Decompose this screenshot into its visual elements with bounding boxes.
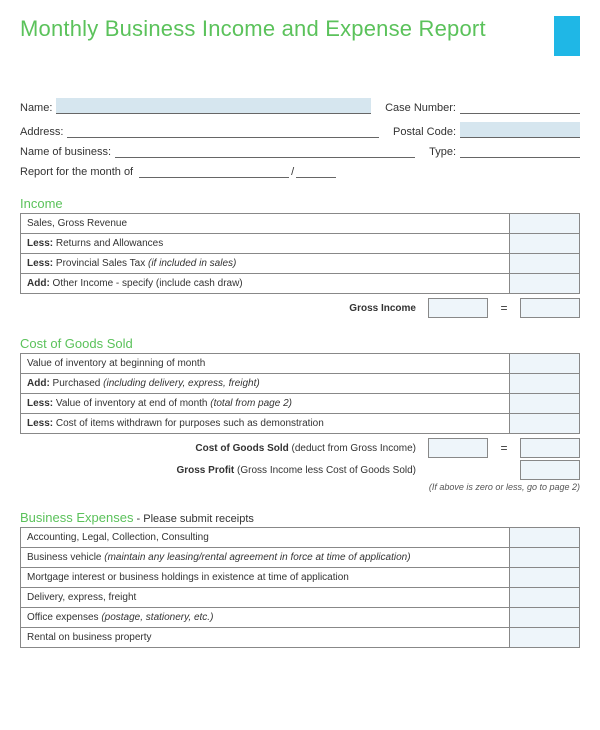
gross-income-label: Gross Income xyxy=(20,303,420,314)
postal-code-field[interactable] xyxy=(460,122,580,138)
business-name-label: Name of business: xyxy=(20,146,111,158)
table-row-label: Less: Value of inventory at end of month… xyxy=(21,394,510,414)
name-field[interactable] xyxy=(56,98,371,114)
name-label: Name: xyxy=(20,102,52,114)
gross-income-box-left[interactable] xyxy=(428,298,488,318)
report-month-field[interactable] xyxy=(139,166,289,178)
table-row-value[interactable] xyxy=(510,374,580,394)
table-row-label: Business vehicle (maintain any leasing/r… xyxy=(21,548,510,568)
cogs-box-right[interactable] xyxy=(520,438,580,458)
table-row-label: Less: Returns and Allowances xyxy=(21,234,510,254)
table-row-label: Delivery, express, freight xyxy=(21,588,510,608)
address-field[interactable] xyxy=(67,126,379,138)
table-row-label: Office expenses (postage, stationery, et… xyxy=(21,608,510,628)
cogs-footnote: (If above is zero or less, go to page 2) xyxy=(20,482,580,492)
table-row-value[interactable] xyxy=(510,234,580,254)
cogs-box-left[interactable] xyxy=(428,438,488,458)
table-row-label: Sales, Gross Revenue xyxy=(21,214,510,234)
equals-sign: = xyxy=(496,441,512,455)
table-row-label: Less: Provincial Sales Tax (if included … xyxy=(21,254,510,274)
table-row-label: Mortgage interest or business holdings i… xyxy=(21,568,510,588)
table-row-value[interactable] xyxy=(510,354,580,374)
cogs-table: Value of inventory at beginning of month… xyxy=(20,353,580,434)
table-row-value[interactable] xyxy=(510,254,580,274)
header-form: Name: Case Number: Address: Postal Code:… xyxy=(20,98,580,178)
table-row-value[interactable] xyxy=(510,274,580,294)
table-row-value[interactable] xyxy=(510,394,580,414)
date-separator: / xyxy=(291,166,294,178)
income-table: Sales, Gross RevenueLess: Returns and Al… xyxy=(20,213,580,294)
table-row-value[interactable] xyxy=(510,608,580,628)
cogs-sum-label: Cost of Goods Sold (deduct from Gross In… xyxy=(20,443,420,454)
type-label: Type: xyxy=(429,146,456,158)
postal-code-label: Postal Code: xyxy=(393,126,456,138)
report-month-label: Report for the month of xyxy=(20,166,133,178)
table-row-value[interactable] xyxy=(510,214,580,234)
table-row-label: Rental on business property xyxy=(21,628,510,648)
cogs-header: Cost of Goods Sold xyxy=(20,336,580,351)
table-row-label: Value of inventory at beginning of month xyxy=(21,354,510,374)
table-row-label: Add: Other Income - specify (include cas… xyxy=(21,274,510,294)
expenses-table: Accounting, Legal, Collection, Consultin… xyxy=(20,527,580,648)
equals-sign: = xyxy=(496,301,512,315)
table-row-value[interactable] xyxy=(510,628,580,648)
table-row-value[interactable] xyxy=(510,588,580,608)
page-title: Monthly Business Income and Expense Repo… xyxy=(20,16,486,42)
gross-income-box-right[interactable] xyxy=(520,298,580,318)
income-header: Income xyxy=(20,196,580,211)
expenses-header: Business Expenses - Please submit receip… xyxy=(20,510,580,525)
type-field[interactable] xyxy=(460,146,580,158)
accent-bar xyxy=(554,16,580,56)
table-row-value[interactable] xyxy=(510,548,580,568)
business-name-field[interactable] xyxy=(115,146,415,158)
table-row-label: Less: Cost of items withdrawn for purpos… xyxy=(21,414,510,434)
table-row-value[interactable] xyxy=(510,414,580,434)
table-row-label: Accounting, Legal, Collection, Consultin… xyxy=(21,528,510,548)
table-row-value[interactable] xyxy=(510,568,580,588)
address-label: Address: xyxy=(20,126,63,138)
table-row-value[interactable] xyxy=(510,528,580,548)
case-number-field[interactable] xyxy=(460,102,580,114)
case-number-label: Case Number: xyxy=(385,102,456,114)
table-row-label: Add: Purchased (including delivery, expr… xyxy=(21,374,510,394)
gross-profit-box[interactable] xyxy=(520,460,580,480)
report-year-field[interactable] xyxy=(296,166,336,178)
gross-profit-label: Gross Profit (Gross Income less Cost of … xyxy=(20,465,420,476)
